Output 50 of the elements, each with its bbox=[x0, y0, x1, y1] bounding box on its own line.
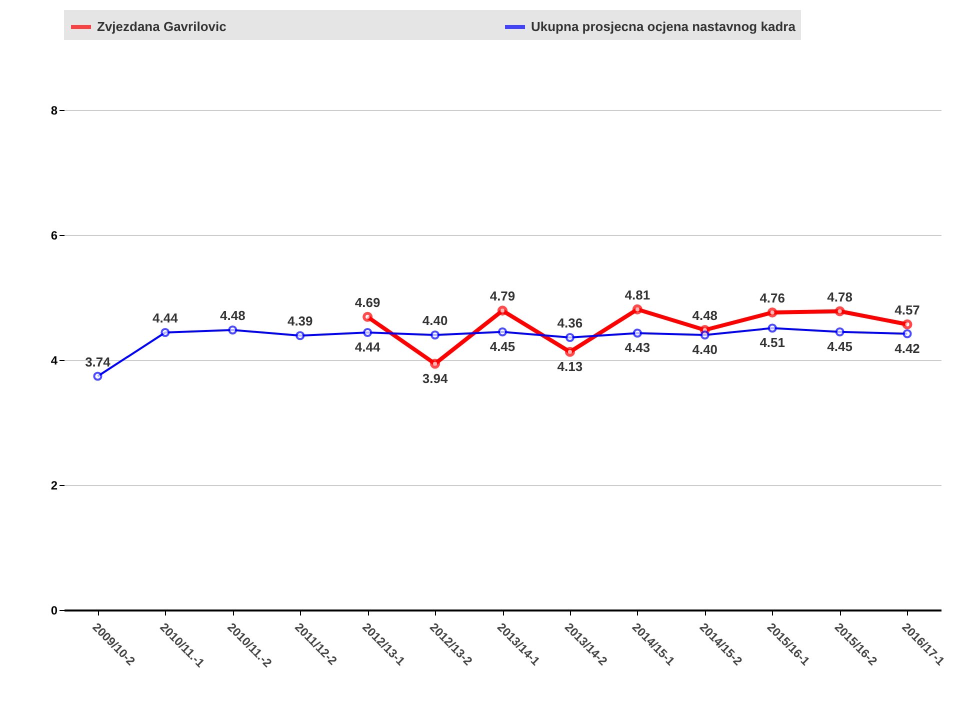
data-label: 4.69 bbox=[354, 294, 380, 310]
data-label: 4.51 bbox=[760, 335, 785, 350]
data-label: 4.81 bbox=[624, 287, 650, 302]
data-label: 4.13 bbox=[557, 358, 583, 374]
point bbox=[430, 358, 440, 369]
y-tick-label: 2 bbox=[50, 478, 58, 492]
data-label: 4.40 bbox=[692, 342, 718, 357]
point bbox=[430, 330, 440, 340]
data-label: 4.44 bbox=[152, 310, 179, 326]
point bbox=[363, 328, 372, 338]
data-label: 4.48 bbox=[692, 308, 718, 323]
point bbox=[497, 306, 508, 316]
data-label: 4.36 bbox=[557, 316, 583, 330]
data-label: 4.45 bbox=[490, 338, 516, 354]
data-label: 3.74 bbox=[85, 354, 112, 370]
point bbox=[700, 330, 710, 340]
point bbox=[228, 325, 238, 335]
data-label: 4.79 bbox=[490, 288, 516, 304]
point bbox=[296, 331, 305, 340]
y-tick-label: 4 bbox=[50, 354, 58, 368]
point bbox=[835, 327, 844, 336]
point bbox=[498, 327, 508, 336]
data-label: 4.40 bbox=[422, 313, 448, 328]
y-tick-label: 0 bbox=[50, 604, 58, 618]
data-label: 4.76 bbox=[760, 290, 785, 306]
point bbox=[565, 332, 574, 342]
point bbox=[902, 329, 912, 338]
data-label: 4.78 bbox=[827, 289, 852, 304]
point bbox=[160, 328, 170, 338]
data-label: 4.48 bbox=[220, 308, 246, 323]
data-label: 4.44 bbox=[354, 340, 381, 354]
point bbox=[767, 307, 778, 318]
point bbox=[93, 372, 102, 381]
data-label: 4.45 bbox=[827, 338, 852, 354]
point bbox=[632, 328, 642, 338]
data-label: 4.43 bbox=[624, 340, 650, 356]
data-label: 3.94 bbox=[422, 370, 448, 386]
point bbox=[768, 324, 777, 333]
point bbox=[632, 304, 642, 314]
point bbox=[362, 312, 373, 322]
legend-label: Zvjezdana Gavrilovic bbox=[97, 19, 226, 34]
point bbox=[834, 306, 845, 316]
data-label: 4.42 bbox=[894, 340, 920, 356]
data-label: 4.39 bbox=[287, 314, 313, 329]
y-tick-label: 6 bbox=[50, 228, 58, 242]
legend-label: Ukupna prosjecna ocjena nastavnog kadra bbox=[531, 19, 796, 34]
data-label: 4.57 bbox=[894, 302, 920, 318]
point bbox=[564, 346, 575, 357]
point bbox=[902, 319, 912, 330]
y-tick-label: 8 bbox=[50, 104, 58, 118]
